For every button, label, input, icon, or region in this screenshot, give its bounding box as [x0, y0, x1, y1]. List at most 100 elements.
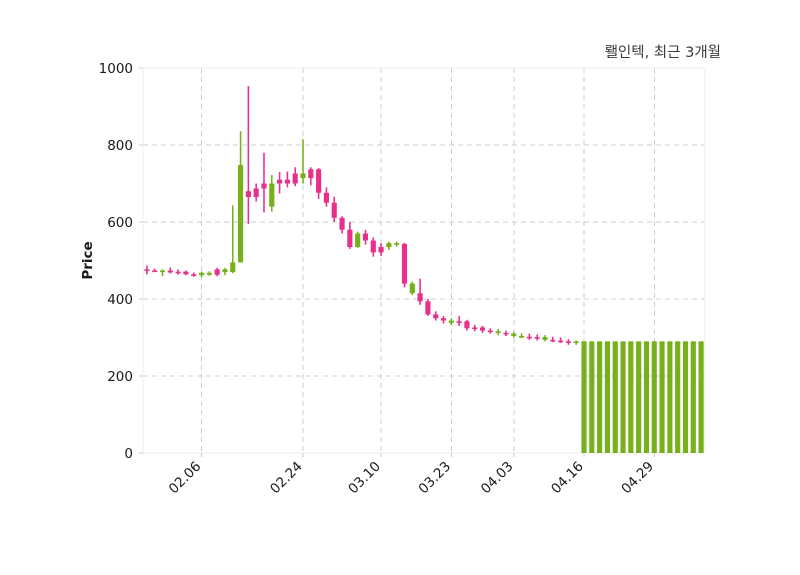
x-tick-label: 03.23	[416, 459, 455, 498]
candlestick	[401, 242, 408, 288]
candle-body	[659, 341, 665, 453]
candlestick	[152, 268, 158, 273]
y-tick-label: 800	[107, 138, 133, 154]
candlestick	[198, 271, 205, 278]
y-tick-label: 1000	[99, 61, 133, 77]
x-tick-label: 04.16	[548, 459, 587, 498]
candlestick	[386, 241, 392, 251]
candlestick	[316, 168, 322, 199]
candle-body	[152, 270, 158, 273]
candlestick	[300, 139, 306, 184]
candle-wick	[231, 205, 234, 274]
candle-body	[339, 217, 345, 230]
candle-body	[636, 341, 642, 453]
candle-body	[183, 271, 189, 275]
x-tick-label: 02.06	[166, 459, 205, 498]
candlestick	[464, 319, 470, 331]
candlestick	[620, 341, 626, 453]
candle-body	[667, 341, 673, 453]
candle-wick	[552, 336, 554, 343]
candle-body	[222, 269, 228, 273]
candlestick	[643, 341, 650, 453]
candle-body	[167, 270, 173, 273]
candle-body	[394, 243, 400, 245]
candlestick-series	[144, 86, 704, 453]
candle-body	[386, 243, 392, 248]
candlestick	[440, 315, 447, 324]
candlestick	[347, 222, 353, 249]
candlestick	[534, 334, 540, 341]
candle-wick	[286, 171, 289, 188]
candle-body	[417, 293, 423, 302]
candle-body	[503, 332, 509, 335]
candle-body	[690, 341, 696, 453]
candlestick	[284, 171, 290, 188]
candle-body	[573, 341, 579, 343]
x-tick-label: 03.10	[345, 459, 384, 498]
chart-title-group: 뢜인텍, 최근 3개월	[605, 44, 721, 61]
candle-body	[175, 271, 181, 274]
x-tick-label: 04.03	[478, 459, 517, 498]
candlestick	[394, 241, 400, 247]
candle-body	[440, 318, 447, 321]
candlestick	[472, 324, 478, 332]
candlestick	[636, 341, 642, 453]
y-axis-title: Price	[80, 241, 96, 279]
candle-body	[331, 202, 337, 218]
candlestick	[355, 231, 361, 248]
candle-body	[479, 327, 486, 331]
candlestick	[183, 270, 189, 276]
candlestick	[222, 267, 228, 276]
candle-body	[144, 269, 150, 271]
candlestick	[417, 278, 423, 305]
candle-body	[604, 341, 610, 453]
candlestick	[511, 331, 517, 338]
candle-body	[628, 341, 634, 453]
candlestick	[362, 229, 369, 245]
candle-body	[214, 269, 220, 275]
candlestick	[269, 175, 275, 212]
candlestick	[214, 267, 220, 277]
candle-body	[284, 179, 290, 184]
candle-body	[433, 314, 439, 319]
candle-body	[589, 341, 595, 453]
candle-wick	[520, 333, 523, 339]
candlestick	[542, 335, 548, 342]
candle-body	[643, 341, 650, 453]
candle-body	[261, 183, 267, 189]
candle-body	[526, 336, 532, 339]
candlestick	[558, 337, 564, 343]
candlestick	[526, 333, 532, 340]
candle-body	[534, 337, 540, 339]
candle-body	[370, 240, 376, 253]
x-tick-label: 02.24	[267, 459, 306, 498]
candle-body	[355, 233, 361, 248]
candle-body	[308, 169, 314, 179]
candle-body	[316, 169, 322, 193]
candlestick	[292, 167, 298, 187]
y-tick-label: 0	[124, 446, 133, 462]
candlestick	[667, 341, 673, 453]
candle-body	[472, 327, 478, 330]
candle-body	[597, 341, 603, 453]
candlestick	[370, 237, 376, 257]
y-axis-tick-labels: 0 200 400 600 800 1000	[99, 61, 133, 462]
y-tick-label: 400	[107, 292, 133, 308]
candle-body	[191, 274, 197, 276]
candlestick	[690, 341, 696, 453]
candlestick	[253, 183, 259, 202]
candlestick	[206, 271, 212, 276]
candlestick	[378, 243, 384, 256]
candle-body	[565, 341, 571, 343]
x-axis-tick-labels: 02.06 02.24 03.10 03.23 04.03 04.16 04.29	[166, 459, 657, 498]
axis-tickmarks	[139, 67, 655, 457]
candlestick	[503, 330, 509, 336]
candle-wick	[419, 278, 421, 305]
candlestick	[144, 265, 150, 275]
candlestick	[518, 333, 525, 339]
candle-body	[495, 331, 501, 333]
candle-body	[448, 320, 454, 323]
axis-spines	[142, 67, 706, 454]
candlestick	[448, 318, 454, 326]
